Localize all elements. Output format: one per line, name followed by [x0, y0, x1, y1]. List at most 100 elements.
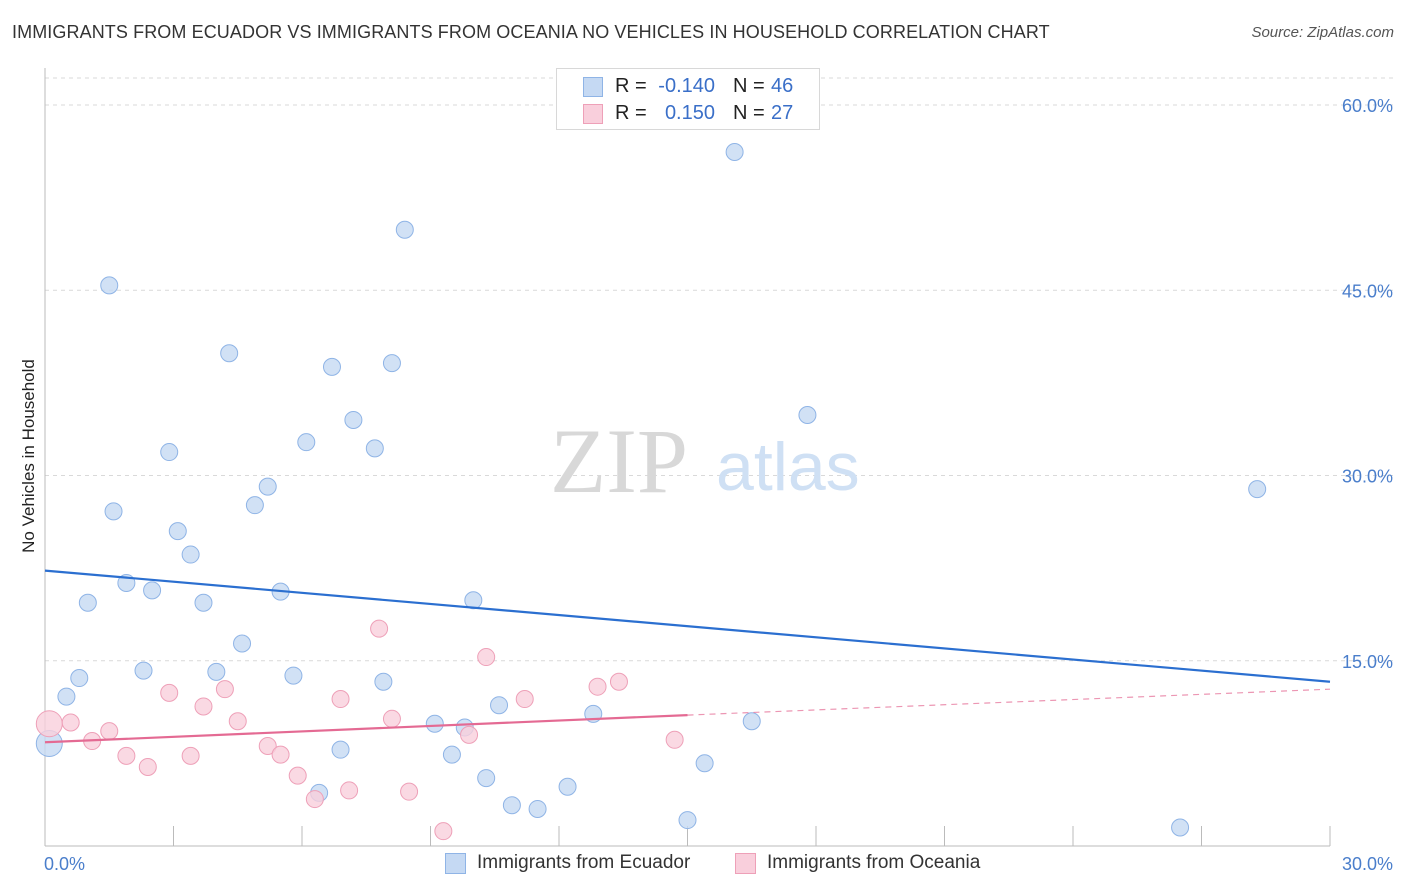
ecuador-point	[695, 754, 714, 773]
oceania-point	[35, 710, 63, 738]
legend-n-value-ecuador: 46	[771, 75, 794, 97]
y-axis-label: No Vehicles in Household	[19, 359, 38, 553]
oceania-point	[382, 709, 401, 728]
ecuador-point	[70, 669, 89, 688]
oceania-point	[665, 730, 684, 749]
ecuador-point	[1171, 818, 1190, 837]
trend-lines	[44, 569, 1331, 744]
ecuador-point	[742, 712, 761, 731]
ecuador-point	[245, 496, 264, 515]
oceania-trend-line	[44, 713, 688, 744]
x-tick-labels: 0.0% 30.0%	[44, 854, 1393, 874]
ecuador-point	[284, 666, 303, 685]
oceania-point	[215, 680, 234, 699]
oceania-point	[477, 648, 496, 667]
ecuador-point	[442, 745, 461, 764]
oceania-point	[100, 722, 119, 741]
ecuador-point	[344, 410, 363, 429]
oceania-point	[434, 822, 453, 841]
legend-n-value-oceania: 27	[771, 102, 794, 124]
oceania-point	[160, 683, 179, 702]
oceania-point	[138, 757, 157, 776]
ecuador-point	[78, 593, 97, 612]
ecuador-point	[258, 477, 277, 496]
legend-swatch-oceania	[583, 104, 603, 124]
oceania-point	[258, 736, 277, 755]
watermark-atlas: atlas	[716, 429, 860, 505]
ecuador-point	[207, 662, 226, 681]
y-tick-label: 30.0%	[1342, 467, 1393, 487]
ecuador-point	[297, 433, 316, 452]
y-tick-label: 15.0%	[1342, 652, 1393, 672]
ecuador-point	[181, 545, 200, 564]
y-tick-labels: 15.0% 30.0% 45.0% 60.0%	[1342, 96, 1393, 672]
ecuador-point	[160, 443, 179, 462]
oceania-point	[460, 725, 479, 744]
ecuador-point	[558, 777, 577, 796]
legend-n-label: N =	[733, 102, 765, 124]
axes	[44, 68, 1331, 847]
ecuador-point	[168, 522, 187, 541]
legend-n-label: N =	[733, 75, 765, 97]
ecuador-point	[678, 811, 697, 830]
legend-r-label: R =	[615, 102, 647, 124]
x-tick-label: 30.0%	[1342, 854, 1393, 874]
ecuador-point	[100, 276, 119, 295]
ecuador-point	[725, 142, 744, 161]
oceania-point	[370, 619, 389, 638]
ecuador-point	[382, 354, 401, 373]
ecuador-point	[490, 696, 509, 715]
correlation-legend: R = -0.140 N = 46 R = 0.150 N = 27	[556, 68, 820, 130]
legend-r-label: R =	[615, 75, 647, 97]
oceania-point	[288, 766, 307, 785]
watermark-zip: ZIP	[550, 410, 688, 512]
oceania-point	[117, 746, 136, 765]
oceania-point	[228, 712, 247, 731]
legend-row-oceania: R = 0.150 N = 27	[557, 101, 819, 127]
ecuador-point	[322, 357, 341, 376]
legend-swatch-ecuador	[583, 77, 603, 97]
oceania-point	[181, 746, 200, 765]
data-points	[35, 142, 1267, 841]
oceania-point	[331, 690, 350, 709]
legend-swatch-oceania	[735, 853, 756, 874]
oceania-point	[305, 790, 324, 809]
oceania-point	[340, 781, 359, 800]
oceania-point	[61, 713, 80, 732]
ecuador-point	[365, 439, 384, 458]
y-tick-label: 45.0%	[1342, 281, 1393, 301]
oceania-point	[609, 672, 628, 691]
ecuador-trend-line	[44, 569, 1331, 683]
legend-label-oceania: Immigrants from Oceania	[767, 852, 981, 873]
legend-label-ecuador: Immigrants from Ecuador	[477, 852, 691, 873]
chart-title: IMMIGRANTS FROM ECUADOR VS IMMIGRANTS FR…	[12, 22, 1050, 42]
ecuador-point	[502, 796, 521, 815]
ecuador-point	[374, 672, 393, 691]
legend-r-value-oceania: 0.150	[664, 102, 715, 124]
oceania-point	[194, 697, 213, 716]
ecuador-point	[528, 799, 547, 818]
ecuador-point	[798, 406, 817, 425]
ecuador-point	[57, 687, 76, 706]
legend-swatch-ecuador	[445, 853, 466, 874]
ecuador-point	[331, 740, 350, 759]
oceania-point	[271, 745, 290, 764]
ecuador-point	[194, 593, 213, 612]
ecuador-point	[104, 502, 123, 521]
legend-row-ecuador: R = -0.140 N = 46	[557, 74, 819, 100]
ecuador-point	[477, 769, 496, 788]
ecuador-point	[233, 634, 252, 653]
ecuador-point	[1248, 480, 1267, 499]
oceania-point	[400, 782, 419, 801]
y-tick-label: 60.0%	[1342, 96, 1393, 116]
oceania-trend-extension	[687, 688, 1331, 716]
x-tick-label: 0.0%	[44, 854, 85, 874]
ecuador-point	[220, 344, 239, 363]
ecuador-point	[395, 220, 414, 239]
ecuador-point	[143, 581, 162, 600]
ecuador-point	[425, 714, 444, 733]
oceania-point	[588, 677, 607, 696]
chart-source: Source: ZipAtlas.com	[1251, 24, 1394, 41]
legend-r-value-ecuador: -0.140	[658, 75, 715, 97]
